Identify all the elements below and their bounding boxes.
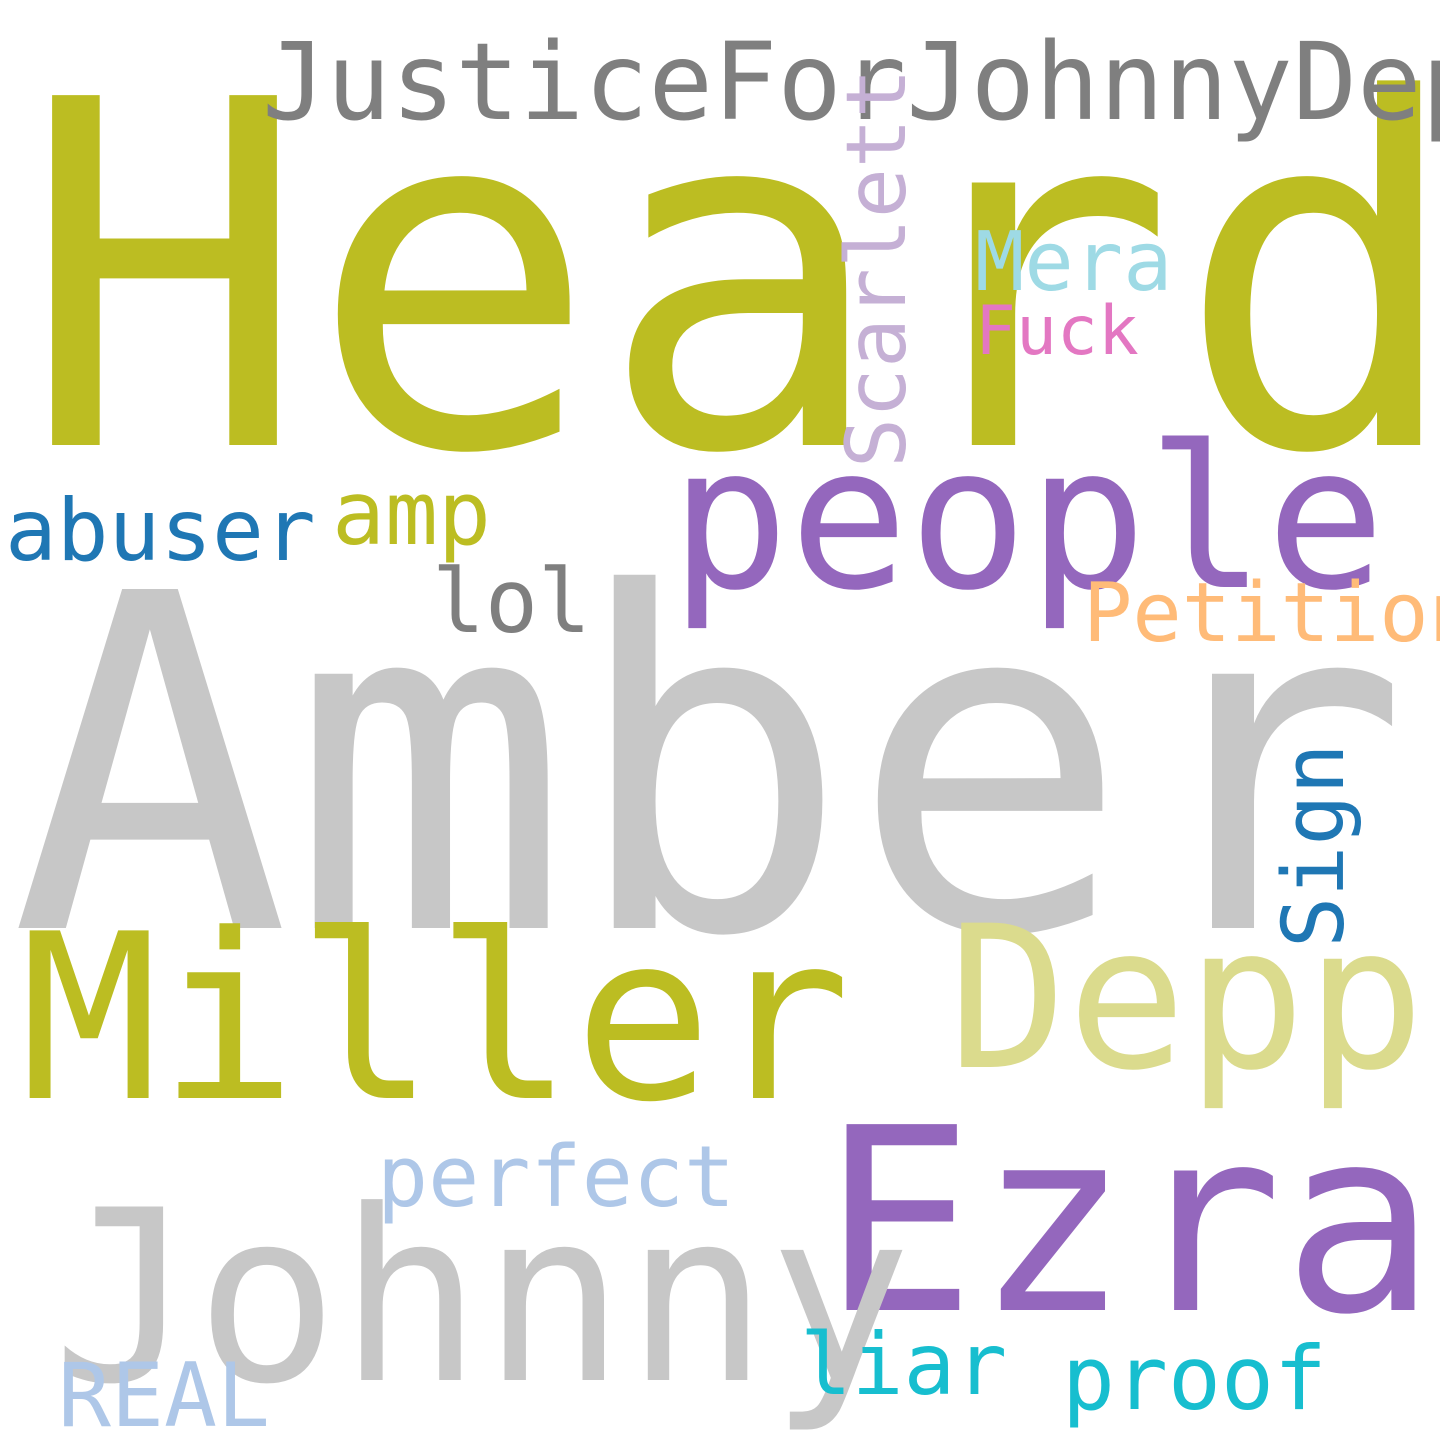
word-petition: Petition — [1083, 566, 1440, 661]
word-justicefor: JusticeForJohnnyDepp — [262, 21, 1440, 145]
word-scarlett: Scarlett — [828, 68, 925, 468]
word-people: people — [670, 403, 1386, 634]
word-mera: Mera — [975, 215, 1173, 310]
word-miller: Miller — [20, 886, 851, 1153]
word-johnny: Johnny — [52, 1160, 912, 1437]
word-perfect: perfect — [377, 1128, 736, 1227]
word-depp: Depp — [948, 883, 1425, 1114]
word-heard: Heard — [20, 0, 1440, 559]
word-real: REAL — [58, 1344, 270, 1440]
word-amp: amp — [332, 462, 491, 565]
word-fuck: Fuck — [975, 292, 1139, 371]
word-ezra: Ezra — [822, 1074, 1437, 1371]
word-sign: Sign — [1265, 743, 1364, 948]
word-abuser: abuser — [5, 481, 316, 581]
word-amber: Amber — [10, 496, 1410, 1038]
word-proof: proof — [1062, 1327, 1327, 1430]
word-lol: lol — [432, 550, 591, 653]
word-liar: liar — [800, 1315, 1008, 1415]
